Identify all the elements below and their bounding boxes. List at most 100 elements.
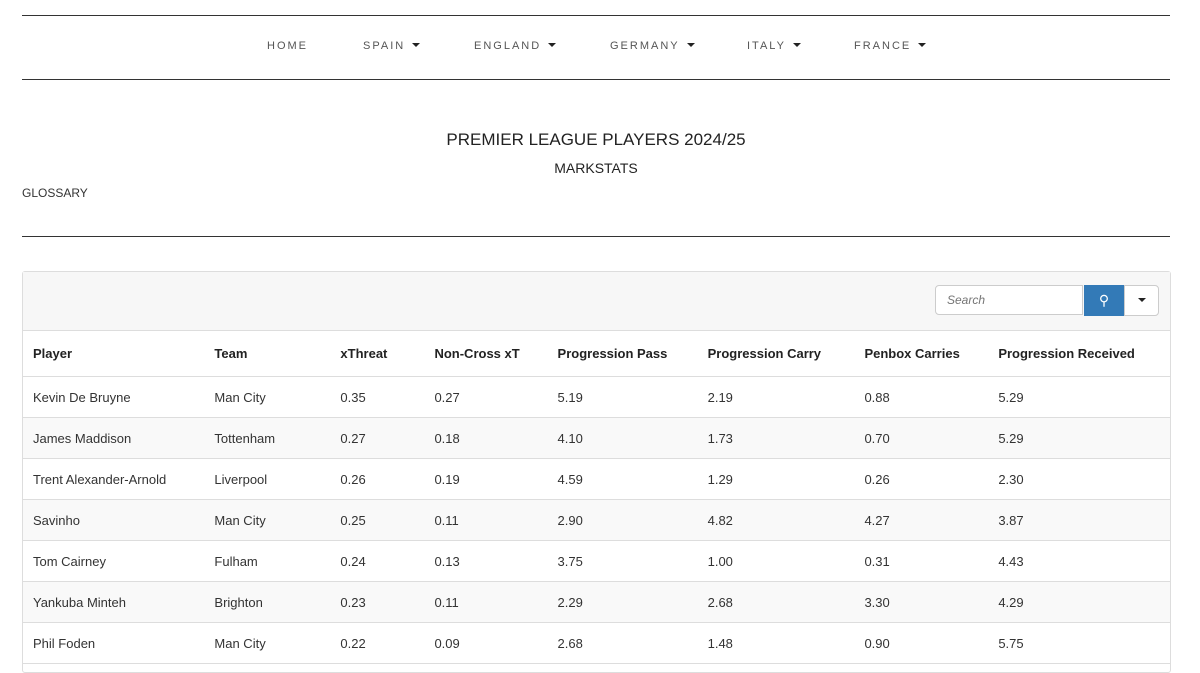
table-cell: Man City <box>204 499 331 541</box>
table-cell: 2.68 <box>547 622 698 664</box>
table-cell: 4.27 <box>854 499 989 541</box>
table-cell: 4.10 <box>547 417 698 459</box>
table-cell: 4.43 <box>988 540 1170 582</box>
caret-down-icon <box>1137 298 1146 302</box>
glossary-link[interactable]: GLOSSARY <box>22 186 88 200</box>
table-cell: 0.35 <box>330 376 425 418</box>
nav-label: GERMANY <box>610 40 680 52</box>
table-cell: 0.18 <box>424 417 548 459</box>
search-icon: ⚲ <box>1098 292 1110 308</box>
nav-label: FRANCE <box>854 40 912 52</box>
table-cell: 3.75 <box>547 540 698 582</box>
table-cell: 3.30 <box>854 581 989 623</box>
table-cell: 0.31 <box>854 540 989 582</box>
page-title: PREMIER LEAGUE PLAYERS 2024/25 <box>446 130 746 149</box>
caret-down-icon <box>412 43 421 47</box>
table-cell: 0.09 <box>424 622 548 664</box>
table-cell: 0.11 <box>424 499 548 541</box>
table-row: Yankuba Minteh Brighton 0.23 0.11 2.29 2.68 3.… <box>23 581 1170 623</box>
table-cell: Man City <box>204 622 331 664</box>
search-input[interactable] <box>935 285 1083 315</box>
table-cell: Kevin De Bruyne <box>23 376 205 418</box>
divider <box>22 15 1170 16</box>
column-header[interactable]: Team <box>204 331 331 377</box>
options-dropdown-button[interactable] <box>1124 285 1159 316</box>
search-button[interactable]: ⚲ <box>1084 285 1124 316</box>
table-cell: 0.11 <box>424 581 548 623</box>
table-header-row: Player Team xThreat Non-Cross xT Progression… <box>23 331 1170 377</box>
table-cell: 0.27 <box>330 417 425 459</box>
caret-down-icon <box>792 43 801 47</box>
nav-label: SPAIN <box>363 40 406 52</box>
table-row: Phil Foden Man City 0.22 0.09 2.68 1.48 0.90 5.… <box>23 622 1170 664</box>
table-cell: Liverpool <box>204 458 331 500</box>
table-cell: 4.82 <box>697 499 855 541</box>
divider <box>22 236 1170 237</box>
table-cell: 0.26 <box>854 458 989 500</box>
table-cell: Fulham <box>204 540 331 582</box>
table-cell: Tom Cairney <box>23 540 205 582</box>
table-cell: 4.29 <box>988 581 1170 623</box>
table-row: James Maddison Tottenham 0.27 0.18 4.10 1.73 0… <box>23 417 1170 459</box>
table-cell: 5.29 <box>988 417 1170 459</box>
table-row: Savinho Man City 0.25 0.11 2.90 4.82 4.27 3.87 <box>23 499 1170 541</box>
table-cell: 1.73 <box>697 417 855 459</box>
nav-label: ENGLAND <box>474 40 542 52</box>
table-cell: 2.29 <box>547 581 698 623</box>
divider <box>22 79 1170 80</box>
main-nav: HOME SPAIN ENGLAND GERMANY ITALY FRANCE <box>0 40 1200 56</box>
table-cell: 2.90 <box>547 499 698 541</box>
table-cell: Trent Alexander-Arnold <box>23 458 205 500</box>
table-cell: Man City <box>204 376 331 418</box>
table-toolbar: ⚲ <box>23 272 1170 331</box>
table-cell: 0.27 <box>424 376 548 418</box>
table-cell: 0.24 <box>330 540 425 582</box>
column-header[interactable]: Player <box>23 331 205 377</box>
table-cell: 2.30 <box>988 458 1170 500</box>
table-cell: 0.19 <box>424 458 548 500</box>
table-cell: Phil Foden <box>23 622 205 664</box>
table-cell: 0.88 <box>854 376 989 418</box>
page-subtitle: MARKSTATS <box>554 160 638 176</box>
table-row: Kevin De Bruyne Man City 0.35 0.27 5.19 2.19 0… <box>23 376 1170 418</box>
column-header[interactable]: Progression Carry <box>697 331 855 377</box>
table-row: Trent Alexander-Arnold Liverpool 0.26 0.19 4… <box>23 458 1170 500</box>
nav-england[interactable]: ENGLAND <box>474 40 557 52</box>
column-header[interactable]: Penbox Carries <box>854 331 989 377</box>
column-header[interactable]: xThreat <box>330 331 425 377</box>
table-cell: James Maddison <box>23 417 205 459</box>
table-cell: 4.59 <box>547 458 698 500</box>
table-cell: 0.25 <box>330 499 425 541</box>
table-row: Tom Cairney Fulham 0.24 0.13 3.75 1.00 0.31 4.4… <box>23 540 1170 582</box>
table-cell: 1.29 <box>697 458 855 500</box>
table-cell: 0.22 <box>330 622 425 664</box>
table-cell: Savinho <box>23 499 205 541</box>
table-cell: Tottenham <box>204 417 331 459</box>
nav-home[interactable]: HOME <box>267 40 308 52</box>
table-cell: 0.90 <box>854 622 989 664</box>
caret-down-icon <box>686 43 695 47</box>
players-table: Player Team xThreat Non-Cross xT Progression… <box>23 331 1170 664</box>
table-cell: 2.68 <box>697 581 855 623</box>
nav-italy[interactable]: ITALY <box>747 40 801 52</box>
column-header[interactable]: Non-Cross xT <box>424 331 548 377</box>
table-cell: 0.13 <box>424 540 548 582</box>
caret-down-icon <box>918 43 927 47</box>
nav-france[interactable]: FRANCE <box>854 40 927 52</box>
caret-down-icon <box>548 43 557 47</box>
table-cell: 5.29 <box>988 376 1170 418</box>
table-cell: 5.19 <box>547 376 698 418</box>
table-cell: 1.48 <box>697 622 855 664</box>
table-cell: 0.23 <box>330 581 425 623</box>
table-cell: 0.26 <box>330 458 425 500</box>
table-cell: 2.19 <box>697 376 855 418</box>
table-cell: 3.87 <box>988 499 1170 541</box>
table-cell: Yankuba Minteh <box>23 581 205 623</box>
nav-label: ITALY <box>747 40 786 52</box>
table-cell: 0.70 <box>854 417 989 459</box>
column-header[interactable]: Progression Pass <box>547 331 698 377</box>
column-header[interactable]: Progression Received <box>988 331 1170 377</box>
nav-germany[interactable]: GERMANY <box>610 40 695 52</box>
nav-spain[interactable]: SPAIN <box>363 40 421 52</box>
